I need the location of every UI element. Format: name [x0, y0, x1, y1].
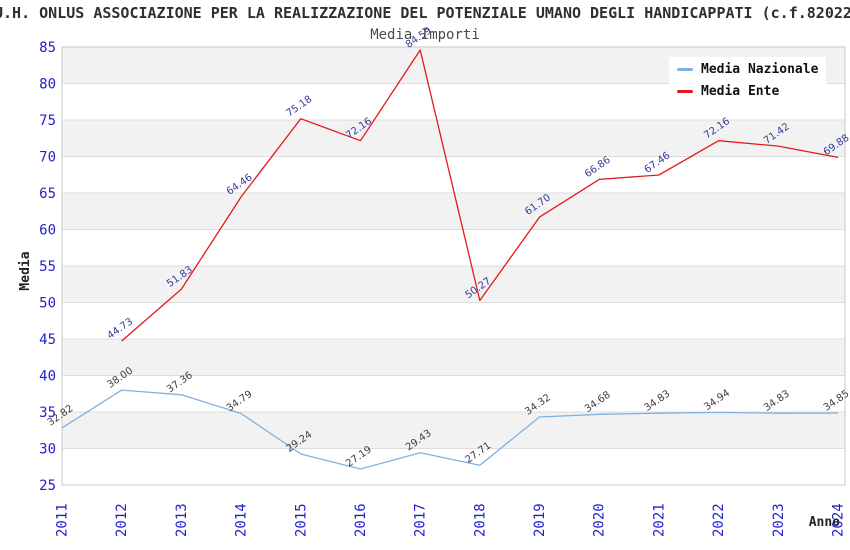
- svg-text:2023: 2023: [771, 503, 787, 537]
- svg-text:30: 30: [39, 442, 56, 458]
- svg-text:70: 70: [39, 150, 56, 166]
- x-axis-title: Anno: [808, 515, 840, 530]
- chart-title: U.H. ONLUS ASSOCIAZIONE PER LA REALIZZAZ…: [0, 4, 850, 22]
- svg-text:35: 35: [39, 405, 56, 421]
- legend-swatch-nazionale-icon: [677, 67, 693, 71]
- svg-text:2018: 2018: [472, 503, 488, 537]
- svg-text:75: 75: [39, 113, 56, 129]
- svg-text:2017: 2017: [413, 503, 429, 537]
- svg-text:60: 60: [39, 223, 56, 239]
- legend-item-media-nazionale: Media Nazionale: [677, 60, 818, 78]
- y-axis-title: Media: [18, 251, 33, 291]
- svg-text:2014: 2014: [234, 503, 250, 537]
- svg-text:65: 65: [39, 186, 56, 202]
- svg-text:2012: 2012: [114, 503, 130, 537]
- svg-text:2020: 2020: [592, 503, 608, 537]
- svg-text:2015: 2015: [293, 503, 309, 537]
- svg-text:80: 80: [39, 77, 56, 93]
- legend-item-media-ente: Media Ente: [677, 82, 818, 100]
- svg-text:2022: 2022: [711, 503, 727, 537]
- svg-text:2016: 2016: [353, 503, 369, 537]
- legend-label: Media Ente: [701, 83, 780, 99]
- svg-text:55: 55: [39, 259, 56, 275]
- svg-text:40: 40: [39, 369, 56, 385]
- svg-text:2011: 2011: [55, 503, 71, 537]
- legend-label: Media Nazionale: [701, 61, 819, 77]
- chart-subtitle: Media Importi: [370, 27, 480, 43]
- svg-text:2021: 2021: [651, 503, 667, 537]
- svg-text:25: 25: [39, 478, 56, 494]
- legend-swatch-ente-icon: [677, 89, 693, 93]
- svg-text:2013: 2013: [174, 503, 190, 537]
- svg-text:45: 45: [39, 332, 56, 348]
- svg-text:2024: 2024: [831, 503, 847, 537]
- svg-text:2019: 2019: [532, 503, 548, 537]
- legend: Media Nazionale Media Ente: [669, 57, 827, 105]
- svg-text:85: 85: [39, 40, 56, 56]
- svg-text:50: 50: [39, 296, 56, 312]
